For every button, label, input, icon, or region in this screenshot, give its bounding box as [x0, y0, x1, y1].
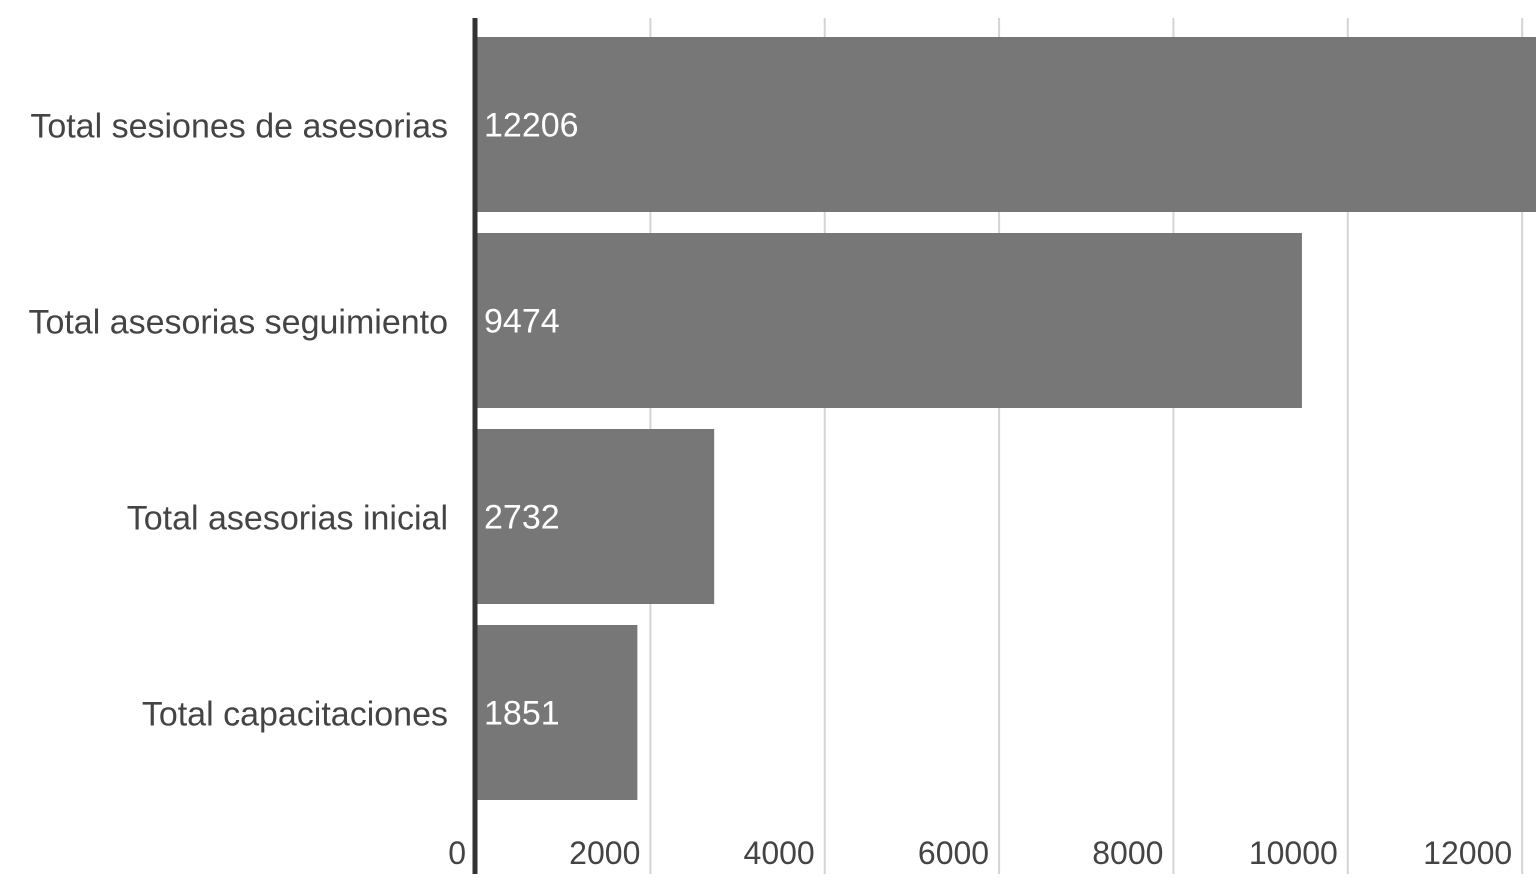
bar [476, 233, 1302, 408]
x-tick-label: 6000 [918, 835, 989, 871]
x-tick-label: 10000 [1249, 835, 1338, 871]
bar-value-label: 2732 [484, 499, 560, 537]
category-label: Total asesorias inicial [127, 500, 448, 538]
x-tick-label: 12000 [1423, 835, 1512, 871]
category-label: Total asesorias seguimiento [28, 304, 448, 342]
x-tick-label: 8000 [1092, 835, 1163, 871]
category-label: Total sesiones de asesorias [30, 108, 448, 146]
bar [476, 37, 1536, 212]
bar [476, 429, 715, 604]
bar [476, 625, 638, 800]
bar-value-label: 1851 [484, 695, 560, 733]
x-tick-label: 4000 [744, 835, 815, 871]
x-tick-labels: 0 2000 4000 6000 8000 10000 12000 [448, 835, 1512, 871]
x-tick-label: 0 [448, 835, 466, 871]
bar-value-label: 12206 [484, 107, 579, 145]
bars: 12206 9474 2732 1851 [476, 37, 1536, 800]
bar-value-label: 9474 [484, 303, 560, 341]
x-tick-label: 2000 [569, 835, 640, 871]
category-label: Total capacitaciones [142, 696, 448, 734]
category-labels: Total sesiones de asesorias Total asesori… [28, 108, 448, 734]
